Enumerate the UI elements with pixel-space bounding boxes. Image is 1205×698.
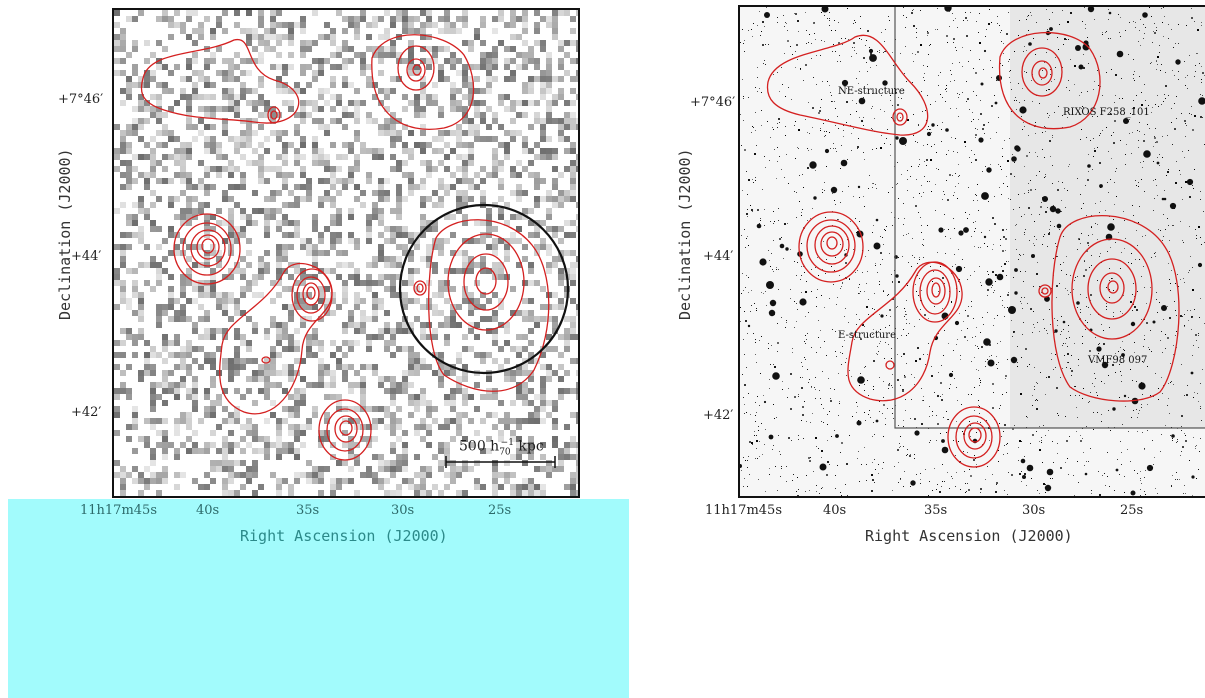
- left-xtick-35-overlay: 35s: [296, 503, 320, 518]
- right-ytick-44: +44′: [703, 249, 734, 264]
- left-xtick-40-overlay: 40s: [196, 503, 220, 518]
- left-xtick-45-overlay: 11h17m45s: [80, 503, 157, 518]
- vmf-label: VMF98 097: [1088, 355, 1148, 366]
- right-xtick-30: 30s: [1022, 503, 1046, 518]
- left-x-axis-label: Right Ascension (J2000): [240, 527, 448, 545]
- right-xtick-25: 25s: [1120, 503, 1144, 518]
- right-y-axis-label: Declination (J2000): [676, 148, 694, 320]
- right-optical-image: NE-structure RIXOS F258_101 E-structure …: [738, 5, 1205, 498]
- ne-structure-label: NE-structure: [838, 86, 905, 97]
- left-xray-image: 500 h70−1 kpc: [112, 8, 580, 498]
- left-contours: [140, 34, 570, 468]
- cyan-overlay-box: [8, 499, 629, 698]
- right-xtick-35: 35s: [924, 503, 948, 518]
- rixos-label: RIXOS F258_101: [1063, 107, 1150, 118]
- left-ytick-44: +44′: [71, 249, 102, 264]
- left-ytick-42: +42′: [71, 405, 102, 420]
- e-structure-label: E-structure: [838, 330, 896, 341]
- right-contours: [766, 7, 1205, 468]
- scale-bar-label: 500 h70−1 kpc: [459, 438, 544, 458]
- left-xtick-25-overlay: 25s: [488, 503, 512, 518]
- left-xtick-30-overlay: 30s: [391, 503, 415, 518]
- xray-noise-map: [114, 10, 578, 496]
- optical-star-field: [740, 7, 1205, 496]
- left-y-axis-label: Declination (J2000): [56, 148, 74, 320]
- right-ytick-46: +7°46′: [690, 95, 736, 110]
- right-xtick-40: 40s: [823, 503, 847, 518]
- right-x-axis-label: Right Ascension (J2000): [865, 527, 1073, 545]
- left-ytick-46: +7°46′: [58, 92, 104, 107]
- right-ytick-42: +42′: [703, 408, 734, 423]
- right-xtick-45: 11h17m45s: [705, 503, 782, 518]
